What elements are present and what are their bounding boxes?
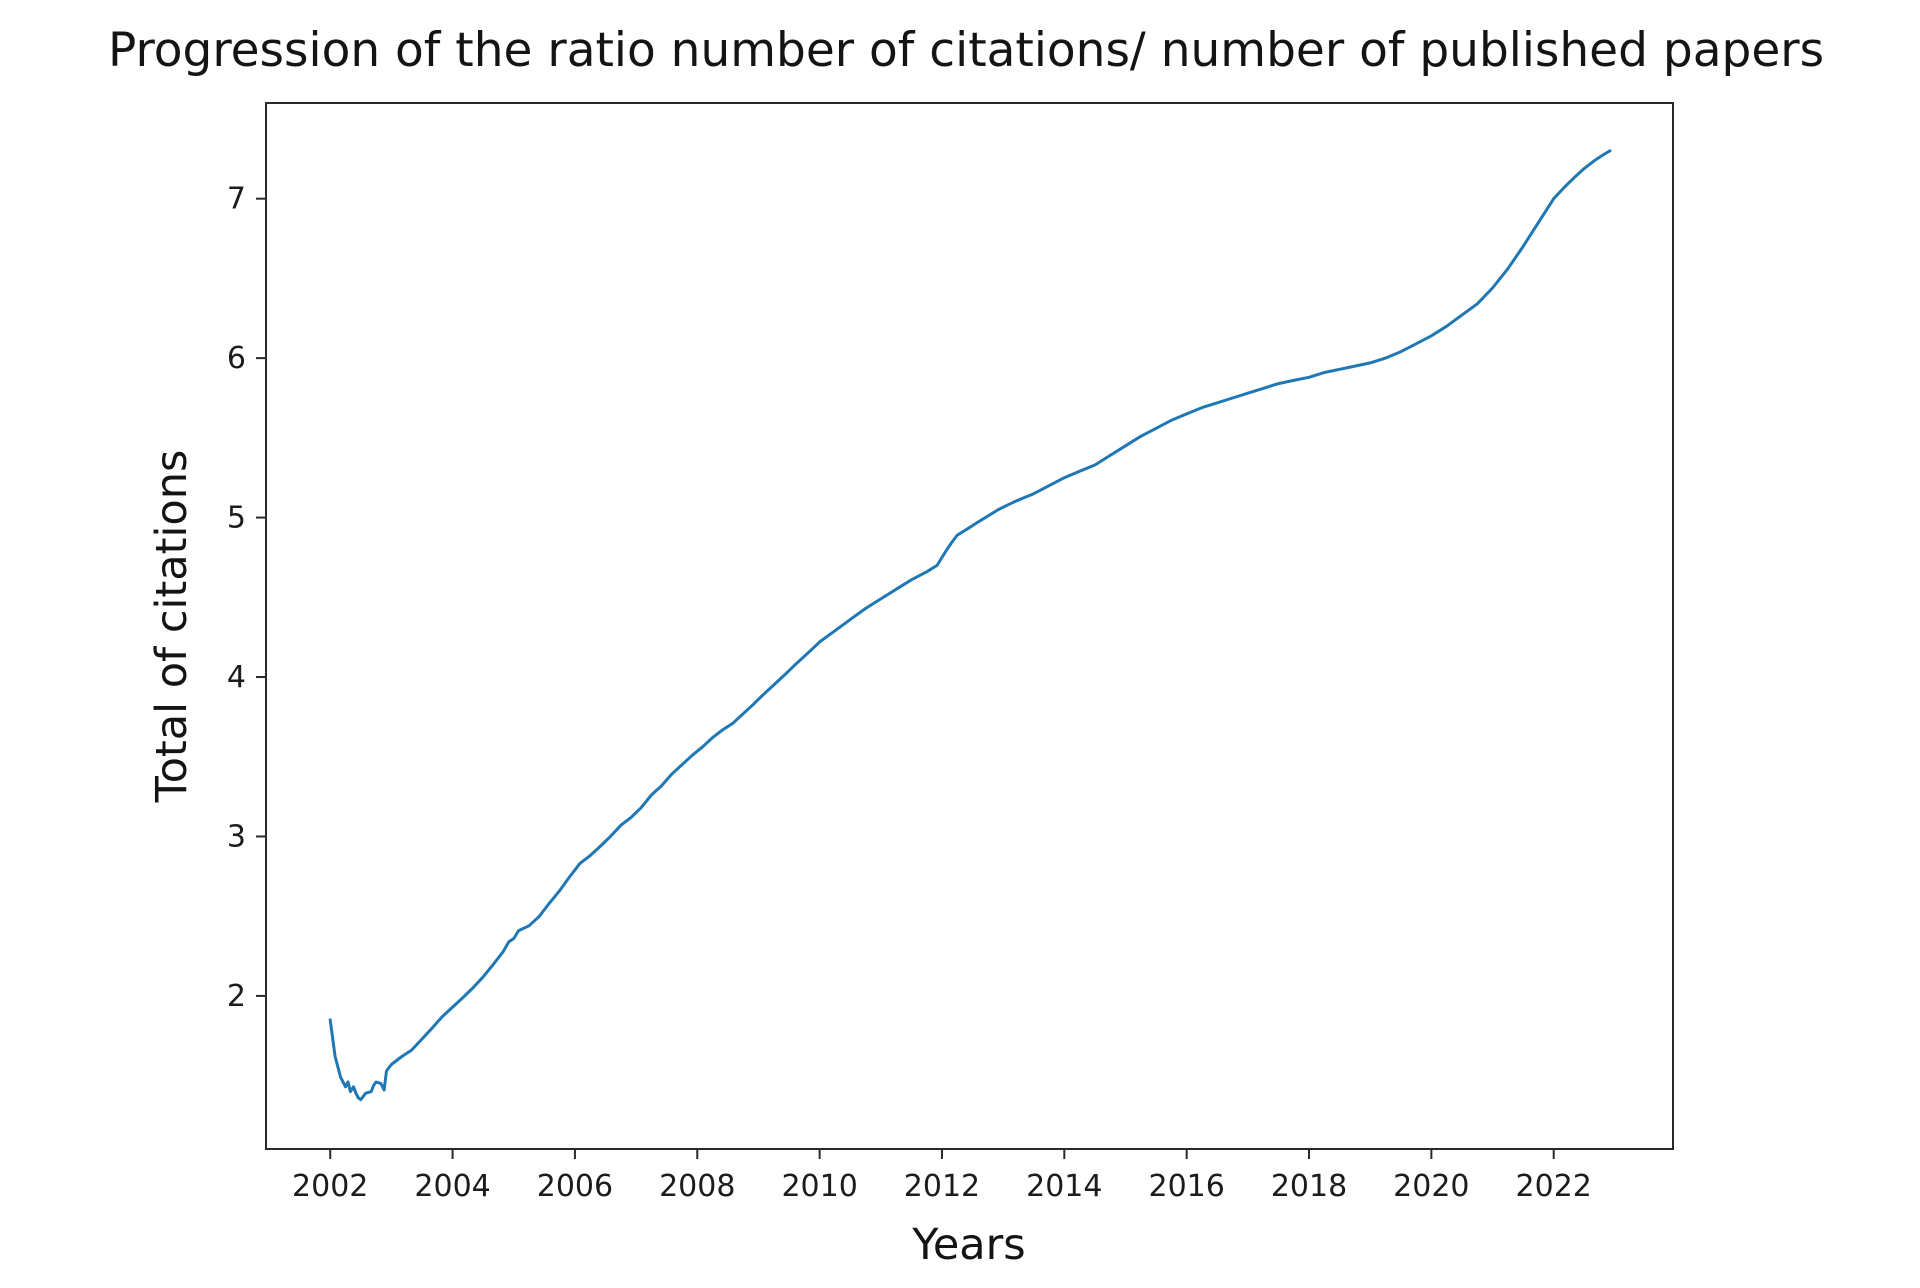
- x-tick-label: 2016: [1148, 1169, 1224, 1204]
- y-tick-label: 4: [227, 660, 246, 695]
- y-tick-label: 3: [227, 819, 246, 854]
- x-tick-label: 2008: [659, 1169, 735, 1204]
- x-tick-label: 2002: [292, 1169, 368, 1204]
- data-line-citations-ratio: [328, 149, 1612, 1102]
- x-tick-label: 2010: [781, 1169, 857, 1204]
- x-tick-label: 2018: [1271, 1169, 1347, 1204]
- x-tick-label: 2020: [1393, 1169, 1469, 1204]
- x-tick-label: 2022: [1516, 1169, 1592, 1204]
- x-tick-label: 2006: [537, 1169, 613, 1204]
- y-axis-ticks: 2 3 4 5 6 7: [227, 182, 266, 1014]
- y-tick-label: 2: [227, 979, 246, 1014]
- y-tick-label: 5: [227, 501, 246, 536]
- x-axis-ticks: 2002 2004 2006 2008 2010 2012 2014 2016 2018 2020…: [292, 1149, 1592, 1204]
- x-tick-label: 2004: [414, 1169, 490, 1204]
- y-tick-label: 7: [227, 182, 246, 217]
- x-tick-label: 2014: [1026, 1169, 1102, 1204]
- x-axis-label: Years: [911, 1220, 1025, 1270]
- chart-title: Progression of the ratio number of citat…: [108, 23, 1824, 78]
- y-tick-label: 6: [227, 341, 246, 376]
- y-axis-label: Total of citations: [147, 450, 197, 804]
- x-tick-label: 2012: [904, 1169, 980, 1204]
- plot-area-border: [265, 102, 1674, 1150]
